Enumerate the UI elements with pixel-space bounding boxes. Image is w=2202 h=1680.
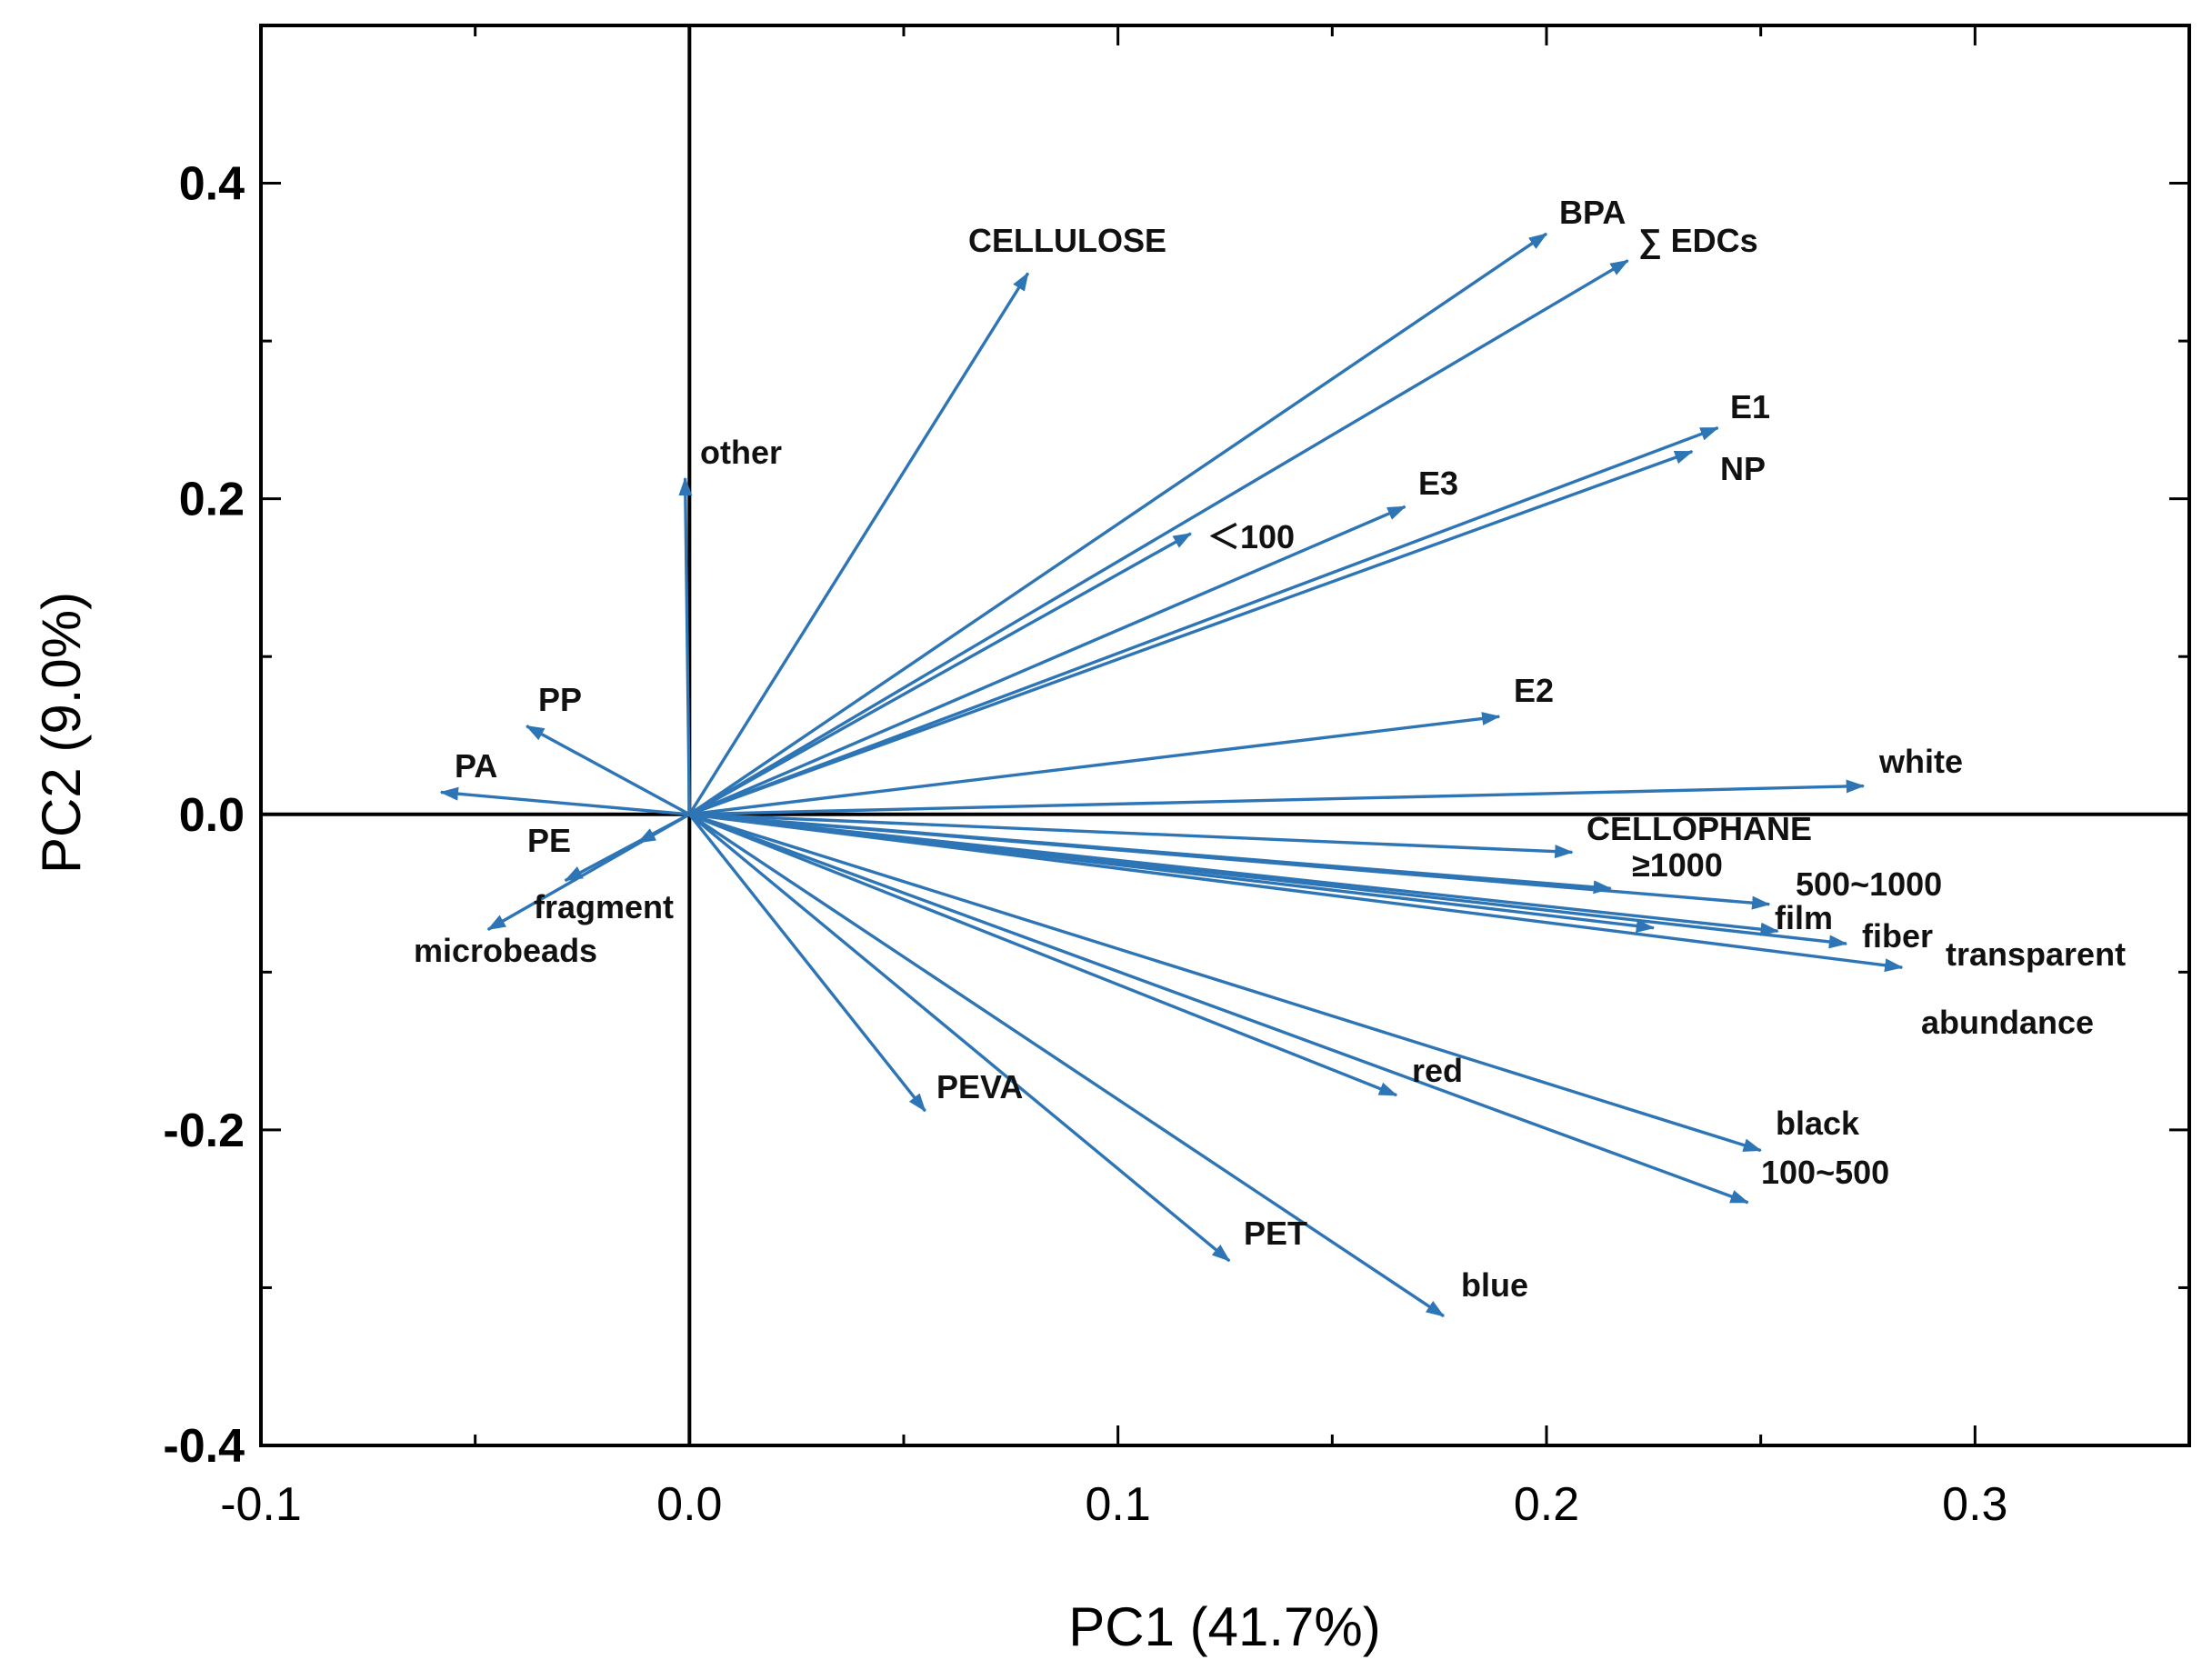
vector-label-500-1000: 500~1000 bbox=[1796, 865, 1942, 903]
vector-arrow-other bbox=[678, 476, 693, 815]
vector-arrow-pp bbox=[525, 725, 691, 816]
vector-label-other: other bbox=[700, 434, 782, 471]
x-tick-label: -0.1 bbox=[220, 1478, 302, 1531]
vector-arrow-e1 bbox=[688, 425, 1719, 816]
vector-label-pp: PP bbox=[538, 681, 582, 718]
vector-arrow-bpa bbox=[688, 232, 1548, 816]
vector-arrow-transparent bbox=[689, 813, 1848, 949]
vector-arrow-100 bbox=[688, 532, 1192, 816]
y-tick-label: -0.4 bbox=[163, 1420, 245, 1473]
vector-label-np: NP bbox=[1720, 450, 1766, 487]
plot-frame bbox=[259, 24, 2191, 1447]
y-tick-label: 0.4 bbox=[179, 158, 245, 211]
x-tick-label: 0.3 bbox=[1942, 1478, 2007, 1531]
vector-arrow-pet bbox=[688, 813, 1231, 1263]
vector-label-red: red bbox=[1412, 1052, 1463, 1089]
vector-arrow-e3 bbox=[688, 505, 1406, 816]
vector-label-cellophane: CELLOPHANE bbox=[1586, 810, 1812, 847]
vector-label-100: ＜100 bbox=[1207, 518, 1295, 555]
vector-arrow-pa bbox=[439, 786, 690, 816]
vector-label-e3: E3 bbox=[1418, 465, 1458, 502]
vector-arrow-black bbox=[688, 813, 1762, 1153]
vector-label-peva: PEVA bbox=[936, 1068, 1023, 1105]
vector-arrow-e2 bbox=[689, 712, 1501, 816]
vector-label-fragment: fragment bbox=[534, 888, 674, 925]
vector-label-e1: E1 bbox=[1730, 388, 1770, 425]
vector-label-pe: PE bbox=[527, 822, 571, 859]
vector-label-100-500: 100~500 bbox=[1761, 1154, 1889, 1191]
vector-arrow-500-1000 bbox=[689, 813, 1771, 910]
vector-arrow-abundance bbox=[689, 813, 1904, 973]
vector-label-abundance: abundance bbox=[1921, 1004, 2094, 1041]
loading-vectors bbox=[439, 232, 1904, 1318]
x-tick-label: 0.2 bbox=[1514, 1478, 1579, 1531]
x-tick-labels: -0.1 0.0 0.1 0.2 0.3 bbox=[220, 1478, 2007, 1531]
vector-label-white: white bbox=[1878, 743, 1963, 780]
vector-arrow-100-500 bbox=[688, 813, 1749, 1205]
vector-arrow-cellophane bbox=[689, 813, 1574, 859]
vector-label-e2: E2 bbox=[1514, 672, 1554, 709]
vector-label-pet: PET bbox=[1244, 1215, 1307, 1252]
x-tick-label: 0.1 bbox=[1086, 1478, 1151, 1531]
vector-label-bpa: BPA bbox=[1559, 194, 1626, 231]
y-tick-label: 0.0 bbox=[179, 789, 245, 842]
vector-label-edcs: ∑ EDCs bbox=[1638, 222, 1758, 259]
vector-arrow-peva bbox=[688, 813, 926, 1113]
vector-label-pa: PA bbox=[455, 747, 497, 785]
zero-lines bbox=[261, 25, 2189, 1445]
vector-arrow-edcs bbox=[688, 259, 1629, 816]
vector-label-film: film bbox=[1775, 899, 1833, 936]
vector-arrow-blue bbox=[688, 813, 1446, 1318]
vector-arrow-microbeads bbox=[486, 813, 691, 931]
vector-arrow-white bbox=[689, 779, 1866, 816]
x-axis-title: PC1 (41.7%) bbox=[1068, 1596, 1380, 1657]
vector-label-transparent: transparent bbox=[1946, 935, 2126, 973]
vector-label-black: black bbox=[1776, 1105, 1860, 1142]
vector-label-fiber: fiber bbox=[1862, 917, 1933, 955]
vector-label-1000: ≥1000 bbox=[1632, 846, 1723, 884]
y-tick-label: 0.2 bbox=[179, 474, 245, 526]
vector-arrow-cellulose bbox=[687, 272, 1030, 815]
vector-arrow-red bbox=[688, 813, 1398, 1097]
vector-label-cellulose: CELLULOSE bbox=[968, 222, 1166, 259]
vector-label-blue: blue bbox=[1461, 1266, 1528, 1304]
vector-label-microbeads: microbeads bbox=[414, 932, 597, 969]
y-axis-title: PC2 (9.0%) bbox=[31, 592, 92, 874]
vector-arrow-np bbox=[688, 450, 1694, 816]
vector-labels: CELLULOSE other BPA ∑ EDCs E1 NP E3 ＜100 E2 white… bbox=[414, 194, 2126, 1304]
tick-marks bbox=[259, 24, 2191, 1447]
y-tick-label: -0.2 bbox=[163, 1105, 245, 1157]
y-tick-labels: -0.4 -0.2 0.0 0.2 0.4 bbox=[163, 158, 245, 1473]
x-tick-label: 0.0 bbox=[656, 1478, 722, 1531]
